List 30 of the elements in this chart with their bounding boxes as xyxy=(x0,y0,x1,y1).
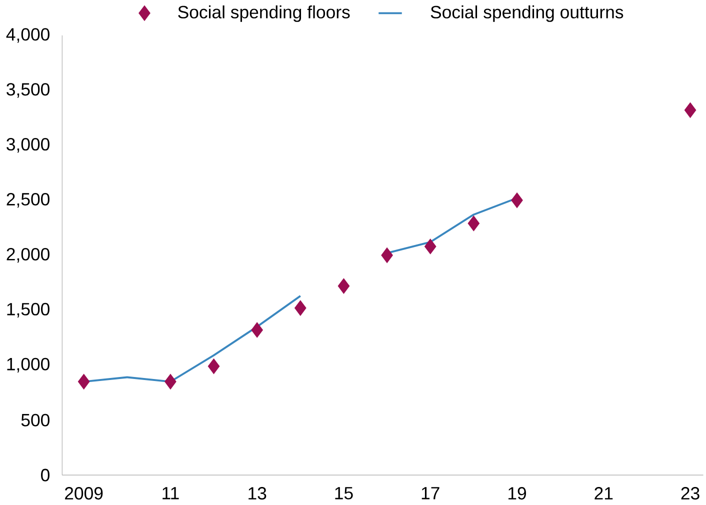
x-tick-label: 23 xyxy=(681,486,700,500)
point xyxy=(78,374,90,390)
point xyxy=(381,247,393,263)
x-tick-label: 15 xyxy=(335,486,353,500)
point xyxy=(424,238,436,254)
x-tick-label: 13 xyxy=(248,486,266,500)
x-tick-label: 11 xyxy=(162,486,179,499)
legend-label: Social spending outturns xyxy=(430,5,624,22)
legend-label: Social spending floors xyxy=(178,5,350,22)
y-tick-label: 500 xyxy=(21,414,50,426)
point xyxy=(251,322,263,338)
point xyxy=(684,102,696,118)
point xyxy=(294,300,306,316)
y-tick-label: 2,000 xyxy=(6,248,50,262)
point xyxy=(511,192,523,208)
y-tick-label: 3,500 xyxy=(6,82,50,98)
y-tick-label: 0 xyxy=(41,468,50,482)
x-tick-label: 21 xyxy=(594,486,613,500)
y-tick-label: 4,000 xyxy=(6,28,50,42)
x-tick-label: 17 xyxy=(422,486,440,499)
y-tick-label: 1,000 xyxy=(7,358,50,372)
y-tick-label: 3,000 xyxy=(6,138,50,152)
point xyxy=(338,278,350,294)
point xyxy=(164,374,176,390)
y-tick-label: 2,500 xyxy=(6,192,50,208)
x-tick-label: 2009 xyxy=(65,486,103,500)
point xyxy=(208,358,220,374)
y-tick-label: 1,500 xyxy=(7,302,50,318)
point xyxy=(468,215,480,231)
x-tick-label: 19 xyxy=(508,486,526,500)
